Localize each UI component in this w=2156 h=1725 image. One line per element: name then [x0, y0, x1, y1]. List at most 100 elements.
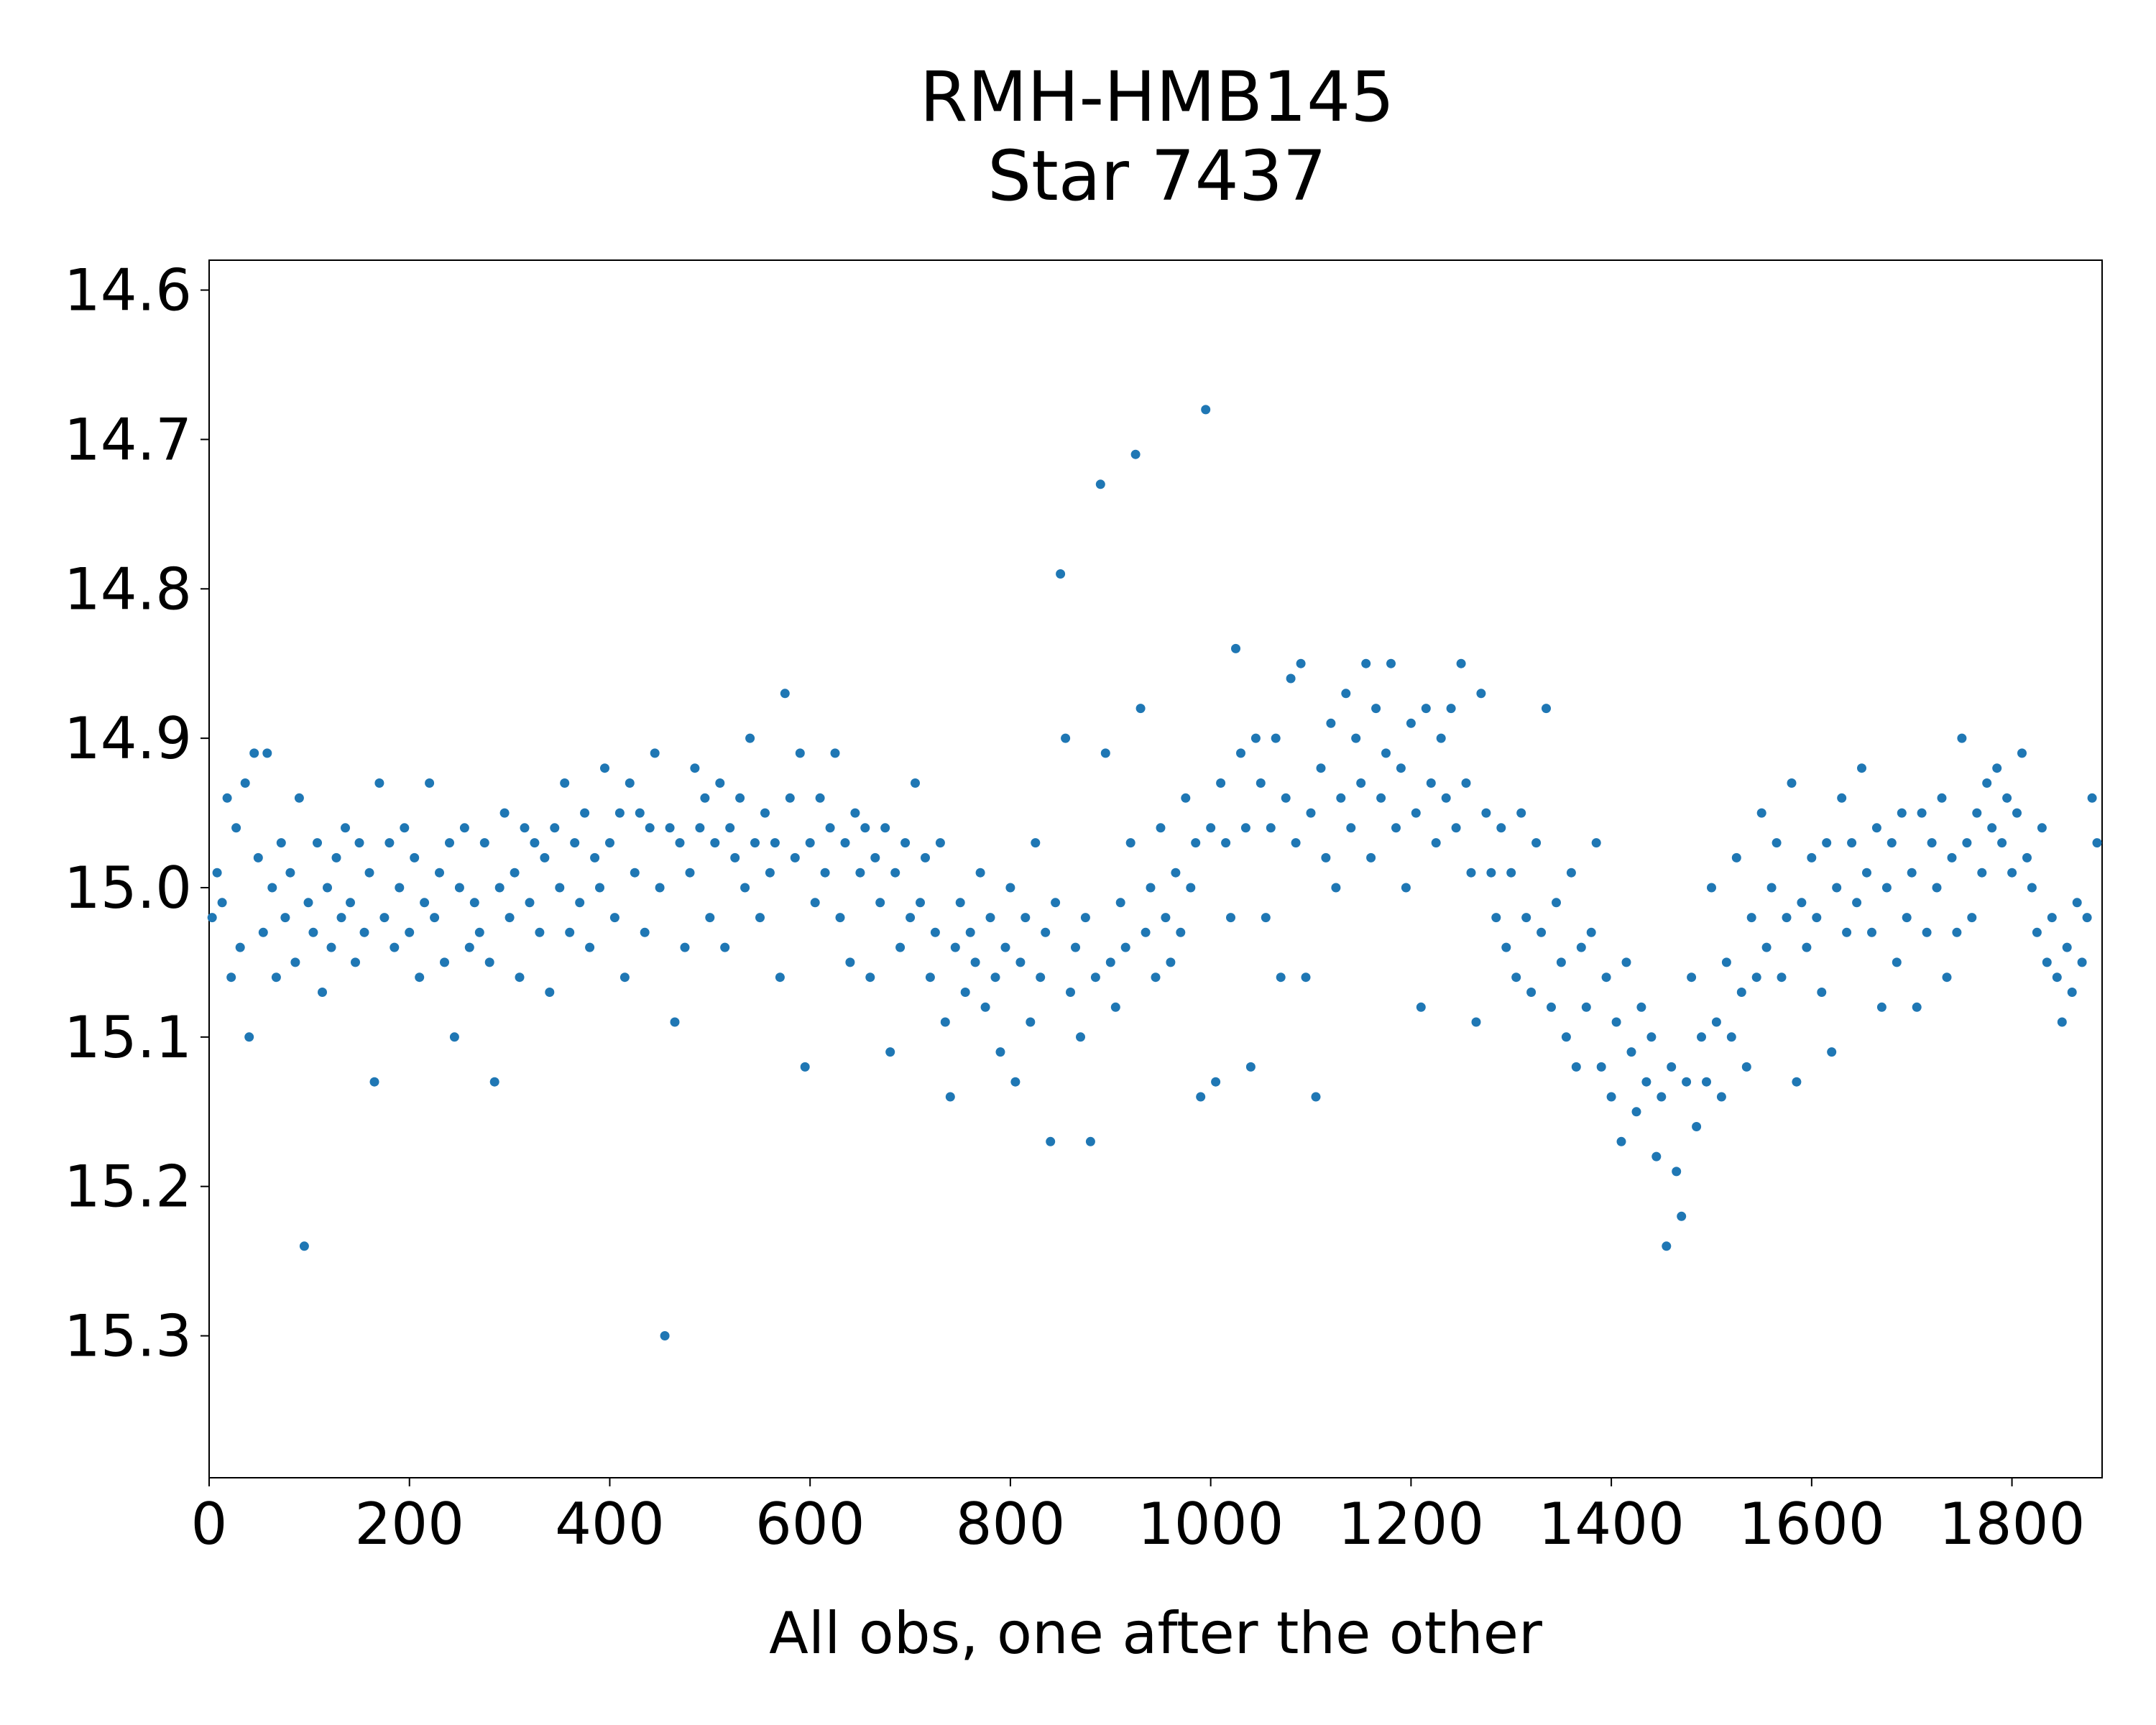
- data-point: [469, 898, 479, 908]
- data-point: [1692, 1122, 1702, 1131]
- data-point: [359, 927, 369, 937]
- data-point: [595, 883, 604, 893]
- data-point: [271, 972, 281, 983]
- data-point: [231, 823, 241, 833]
- data-point: [1256, 778, 1266, 788]
- y-tick-label: 15.1: [64, 1004, 192, 1071]
- data-point: [1056, 569, 1066, 579]
- data-point: [1436, 733, 1446, 743]
- data-point: [410, 852, 420, 862]
- data-point: [1631, 1107, 1641, 1117]
- data-point: [1141, 927, 1151, 937]
- data-point: [1812, 913, 1822, 923]
- data-point: [1301, 972, 1311, 983]
- data-point: [955, 898, 965, 908]
- data-point: [730, 852, 740, 862]
- data-point: [650, 748, 660, 758]
- data-point: [1090, 972, 1100, 983]
- data-point: [906, 913, 916, 923]
- data-point: [850, 808, 860, 818]
- x-axis-label: All obs, one after the other: [769, 1600, 1542, 1667]
- data-point: [1071, 942, 1080, 952]
- data-point: [2017, 748, 2027, 758]
- data-point: [2007, 868, 2017, 878]
- data-point: [454, 883, 464, 893]
- data-point: [1927, 838, 1937, 848]
- data-point: [1100, 748, 1110, 758]
- data-point: [2022, 852, 2032, 862]
- data-point: [555, 883, 565, 893]
- data-point: [1456, 658, 1466, 668]
- data-point: [985, 913, 995, 923]
- data-point: [2062, 942, 2072, 952]
- data-point: [1181, 793, 1191, 803]
- data-point: [1667, 1062, 1677, 1072]
- data-point: [1556, 957, 1566, 967]
- data-point: [1802, 942, 1812, 952]
- data-point: [535, 927, 545, 937]
- data-point: [1271, 733, 1281, 743]
- data-point: [2037, 823, 2047, 833]
- data-point: [1852, 898, 1862, 908]
- data-point: [570, 838, 580, 848]
- x-tick-label: 800: [956, 1491, 1066, 1558]
- data-point: [313, 838, 322, 848]
- data-point: [870, 852, 880, 862]
- data-point: [760, 808, 770, 818]
- data-point: [995, 1047, 1005, 1057]
- data-point: [510, 868, 520, 878]
- data-point: [505, 913, 515, 923]
- data-point: [1902, 913, 1912, 923]
- data-point: [1125, 838, 1135, 848]
- data-point: [1687, 972, 1697, 983]
- y-tick-label: 14.6: [64, 257, 192, 324]
- data-point: [2012, 808, 2022, 818]
- data-point: [1636, 1002, 1646, 1012]
- data-point: [1311, 1092, 1321, 1102]
- data-point: [1135, 704, 1146, 714]
- data-point: [420, 898, 430, 908]
- data-point: [1240, 823, 1250, 833]
- data-point: [2057, 1017, 2067, 1027]
- data-point: [341, 823, 350, 833]
- data-point: [1521, 913, 1531, 923]
- data-point: [1662, 1241, 1672, 1251]
- data-point: [830, 748, 840, 758]
- data-point: [1506, 868, 1516, 878]
- data-point: [217, 898, 227, 908]
- data-point: [940, 1017, 950, 1027]
- data-point: [1942, 972, 1952, 983]
- data-point: [740, 883, 750, 893]
- data-point: [1987, 823, 1997, 833]
- data-point: [2067, 988, 2077, 997]
- data-point: [1076, 1032, 1085, 1042]
- data-point: [670, 1017, 680, 1027]
- data-point: [945, 1092, 955, 1102]
- data-point: [1171, 868, 1181, 878]
- data-point: [326, 942, 336, 952]
- x-tick-label: 200: [354, 1491, 464, 1558]
- data-point: [1216, 778, 1226, 788]
- data-point: [960, 988, 970, 997]
- data-point: [1476, 689, 1486, 699]
- data-point: [1010, 1077, 1021, 1087]
- data-point: [1261, 913, 1271, 923]
- data-point: [1000, 942, 1010, 952]
- data-point: [1586, 927, 1596, 937]
- data-point: [1601, 972, 1611, 983]
- data-point: [565, 927, 575, 937]
- data-point: [1231, 643, 1240, 653]
- data-point: [745, 733, 755, 743]
- data-point: [445, 838, 454, 848]
- data-point: [1707, 883, 1716, 893]
- data-point: [645, 823, 655, 833]
- data-point: [430, 913, 440, 923]
- chart-subtitle: Star 7437: [987, 136, 1327, 216]
- data-point: [1952, 927, 1962, 937]
- data-point: [369, 1077, 379, 1087]
- data-point: [680, 942, 690, 952]
- data-point: [1166, 957, 1176, 967]
- data-point: [1611, 1017, 1621, 1027]
- data-point: [435, 868, 444, 878]
- data-point: [2077, 957, 2087, 967]
